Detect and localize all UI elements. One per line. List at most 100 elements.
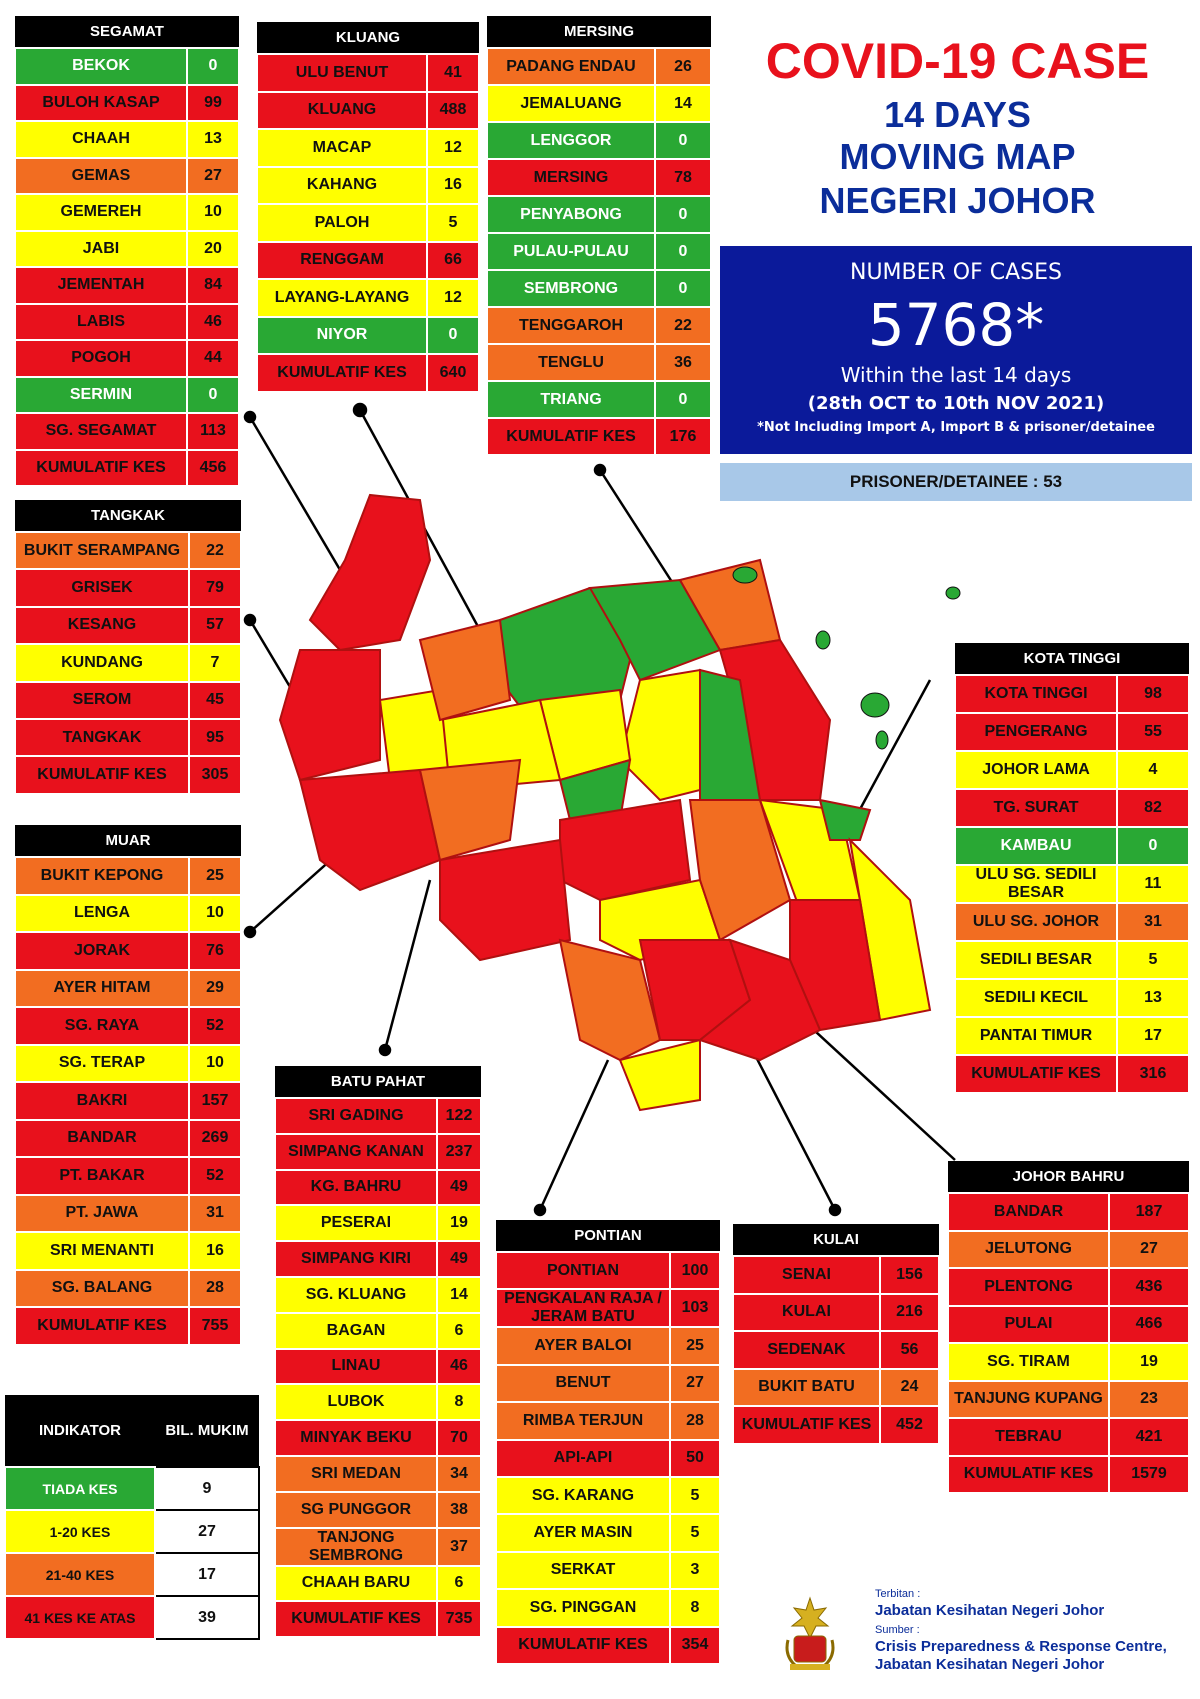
mukim-name: JEMALUANG (486, 84, 656, 123)
mukim-row: SEDILI KECIL 13 (954, 978, 1190, 1018)
mukim-name: SG PUNGGOR (274, 1490, 438, 1529)
mukim-cases: 8 (669, 1588, 721, 1628)
mukim-row: PONTIAN 100 (495, 1250, 721, 1291)
mukim-cases: 31 (1116, 902, 1190, 942)
mukim-name: SEDILI BESAR (954, 940, 1118, 980)
mukim-row: SG. SEGAMAT 113 (14, 412, 240, 451)
region-kambau (818, 798, 872, 841)
region-bukit-kepong (418, 618, 512, 722)
mukim-cases: 19 (1108, 1342, 1190, 1382)
mukim-name: TANJUNG KUPANG (947, 1379, 1110, 1419)
mukim-row: LINAU 46 (274, 1347, 482, 1386)
mukim-cases: 735 (436, 1600, 482, 1639)
mukim-cases: 25 (669, 1326, 721, 1366)
mukim-name: SRI MENANTI (14, 1231, 190, 1271)
mukim-row: KOTA TINGGI 98 (954, 674, 1190, 714)
mukim-row: PT. JAWA 31 (14, 1193, 242, 1233)
mukim-name: PONTIAN (495, 1250, 671, 1291)
region-sedili (848, 837, 932, 1022)
mukim-name: KUNDANG (14, 643, 190, 683)
subtitle-line-1: 14 DAYS (884, 94, 1031, 135)
mukim-row: PT. BAKAR 52 (14, 1156, 242, 1196)
mukim-row: PADANG ENDAU 26 (486, 47, 712, 86)
crest-emblem (780, 1596, 840, 1672)
mukim-cases: 436 (1108, 1267, 1190, 1307)
mukim-name: LUBOK (274, 1383, 438, 1422)
mukim-row: MACAP 12 (256, 128, 480, 168)
mukim-name: MINYAK BEKU (274, 1419, 438, 1457)
mukim-cases: 76 (188, 931, 242, 971)
mukim-cases: 0 (654, 195, 712, 234)
region-kota-tinggi (789, 899, 882, 1032)
mukim-name: BENUT (495, 1363, 671, 1404)
mukim-cases: 0 (186, 47, 240, 86)
mukim-name: SG. KLUANG (274, 1275, 438, 1314)
mukim-name: JABI (14, 229, 188, 268)
mukim-cases: 0 (654, 380, 712, 419)
mukim-name: LAYANG-LAYANG (256, 278, 428, 318)
mukim-row: SIMPANG KIRI 49 (274, 1240, 482, 1278)
mukim-name: TANGKAK (14, 717, 190, 758)
mukim-cases: 176 (654, 417, 712, 456)
mukim-cases: 36 (654, 343, 712, 382)
mukim-name: LENGA (14, 893, 190, 933)
mukim-name: KUMULATIF KES (14, 755, 190, 795)
mukim-cases: 82 (1116, 788, 1190, 828)
mukim-cases: 5 (1116, 940, 1190, 980)
table-kluang: KLUANG ULU BENUT 41 KLUANG 488 MACAP 12 KAHANG 1… (256, 22, 480, 393)
mukim-name: TG. SURAT (954, 788, 1118, 828)
mukim-name: PENGERANG (954, 712, 1118, 752)
table-tangkak: TANGKAK BUKIT SERAMPANG 22 GRISEK 79 KESANG 57… (14, 500, 242, 795)
mukim-cases: 44 (186, 339, 240, 378)
mukim-cases: 49 (436, 1168, 482, 1207)
mukim-cases: 3 (669, 1550, 721, 1591)
mukim-row: BULOH KASAP 99 (14, 83, 240, 122)
mukim-row: TRIANG 0 (486, 380, 712, 419)
mukim-row: SG. RAYA 52 (14, 1006, 242, 1046)
district-name: PONTIAN (574, 1227, 642, 1244)
mukim-cases: 28 (188, 1268, 242, 1308)
mukim-name: ULU SG. SEDILI BESAR (954, 864, 1118, 904)
mukim-cases: 14 (654, 84, 712, 123)
mukim-row: PENGKALAN RAJA / JERAM BATU 103 (495, 1288, 721, 1329)
mukim-name: BUKIT SERAMPANG (14, 530, 190, 571)
mukim-cases: 99 (186, 83, 240, 122)
mukim-row: BANDAR 187 (947, 1192, 1190, 1232)
mukim-row: SERKAT 3 (495, 1550, 721, 1591)
indicator-range: 21-40 KES (4, 1552, 156, 1597)
subtitle-line-3: NEGERI JOHOR (819, 180, 1096, 221)
mukim-cases: 0 (654, 121, 712, 160)
mukim-name: PESERAI (274, 1204, 438, 1243)
mukim-cases: 0 (1116, 826, 1190, 866)
indicator-count: 17 (154, 1552, 260, 1597)
mukim-name: KLUANG (256, 90, 428, 130)
mukim-row: SEDILI BESAR 5 (954, 940, 1190, 980)
table-batu-pahat: BATU PAHAT SRI GADING 122 SIMPANG KANAN 237 K… (274, 1066, 482, 1639)
mukim-row: TANGKAK 95 (14, 717, 242, 758)
mukim-name: KUMULATIF KES (14, 1306, 190, 1346)
mukim-name: JELUTONG (947, 1229, 1110, 1269)
mukim-name: KULAI (732, 1292, 881, 1332)
mukim-cases: 31 (188, 1193, 242, 1233)
mukim-cases: 11 (1116, 864, 1190, 904)
mukim-cases: 70 (436, 1419, 482, 1457)
indicator-count: 27 (154, 1509, 260, 1554)
mukim-cases: 156 (879, 1255, 940, 1295)
mukim-name: KOTA TINGGI (954, 674, 1118, 714)
indicator-col-count: BIL. MUKIM (165, 1422, 249, 1439)
indicator-range: TIADA KES (4, 1466, 156, 1511)
mukim-name: SIMPANG KIRI (274, 1240, 438, 1278)
mukim-row: JOHOR LAMA 4 (954, 750, 1190, 790)
mukim-row: RENGGAM 66 (256, 240, 480, 280)
mukim-name: AYER MASIN (495, 1513, 671, 1553)
mukim-row: LABIS 46 (14, 302, 240, 341)
mukim-row: KUMULATIF KES 354 (495, 1625, 721, 1665)
mukim-cases: 640 (426, 353, 480, 393)
mukim-cases: 5 (669, 1513, 721, 1553)
mukim-row: KULAI 216 (732, 1292, 940, 1332)
mukim-row: SIMPANG KANAN 237 (274, 1132, 482, 1171)
mukim-name: JORAK (14, 931, 190, 971)
region-johor-bahru (697, 938, 822, 1062)
cases-range: (28th OCT to 10th NOV 2021) (807, 393, 1105, 414)
mukim-row: KUMULATIF KES 640 (256, 353, 480, 393)
